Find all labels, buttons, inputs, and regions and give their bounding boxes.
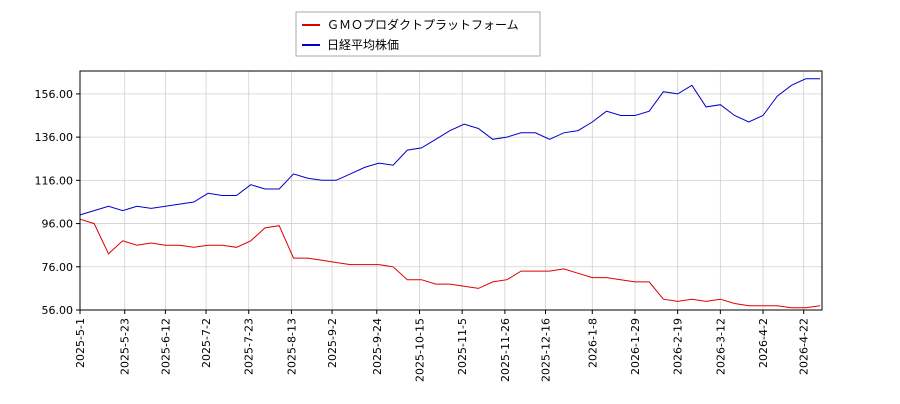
x-tick-label: 2026-4-22 bbox=[798, 318, 811, 375]
y-tick-label: 76.00 bbox=[42, 261, 74, 274]
y-tick-label: 156.00 bbox=[35, 88, 74, 101]
series-line bbox=[79, 78, 820, 216]
legend-label: ＧＭＯプロダクトプラットフォーム bbox=[327, 17, 519, 32]
x-tick-label: 2025-10-15 bbox=[413, 318, 426, 382]
x-tick-label: 2025-7-23 bbox=[243, 318, 256, 375]
x-tick-label: 2025-7-2 bbox=[200, 318, 213, 368]
y-tick-label: 136.00 bbox=[35, 131, 74, 144]
x-tick-label: 2025-5-23 bbox=[119, 318, 132, 375]
x-tick-label: 2025-9-24 bbox=[371, 318, 384, 375]
x-tick-label: 2025-9-2 bbox=[326, 318, 339, 368]
x-tick-label: 2026-3-12 bbox=[714, 318, 727, 375]
series-line bbox=[79, 218, 821, 309]
y-tick-label: 56.00 bbox=[42, 304, 74, 317]
x-tick-label: 2025-11-5 bbox=[456, 318, 469, 375]
x-tick-label: 2026-1-29 bbox=[629, 318, 642, 375]
x-tick-label: 2025-11-26 bbox=[499, 318, 512, 382]
x-tick-label: 2026-2-19 bbox=[672, 318, 685, 375]
legend-box bbox=[295, 11, 541, 57]
x-tick-label: 2026-4-2 bbox=[757, 318, 770, 368]
x-tick-label: 2026-1-8 bbox=[586, 318, 599, 368]
x-tick-label: 2025-8-13 bbox=[285, 318, 298, 375]
x-tick-label: 2025-5-1 bbox=[74, 318, 87, 368]
legend-label: 日経平均株価 bbox=[327, 37, 399, 52]
plot-frame bbox=[79, 70, 823, 311]
x-tick-label: 2025-6-12 bbox=[159, 318, 172, 375]
y-tick-label: 96.00 bbox=[42, 218, 74, 231]
y-tick-label: 116.00 bbox=[35, 174, 74, 187]
x-tick-label: 2025-12-16 bbox=[540, 318, 553, 382]
